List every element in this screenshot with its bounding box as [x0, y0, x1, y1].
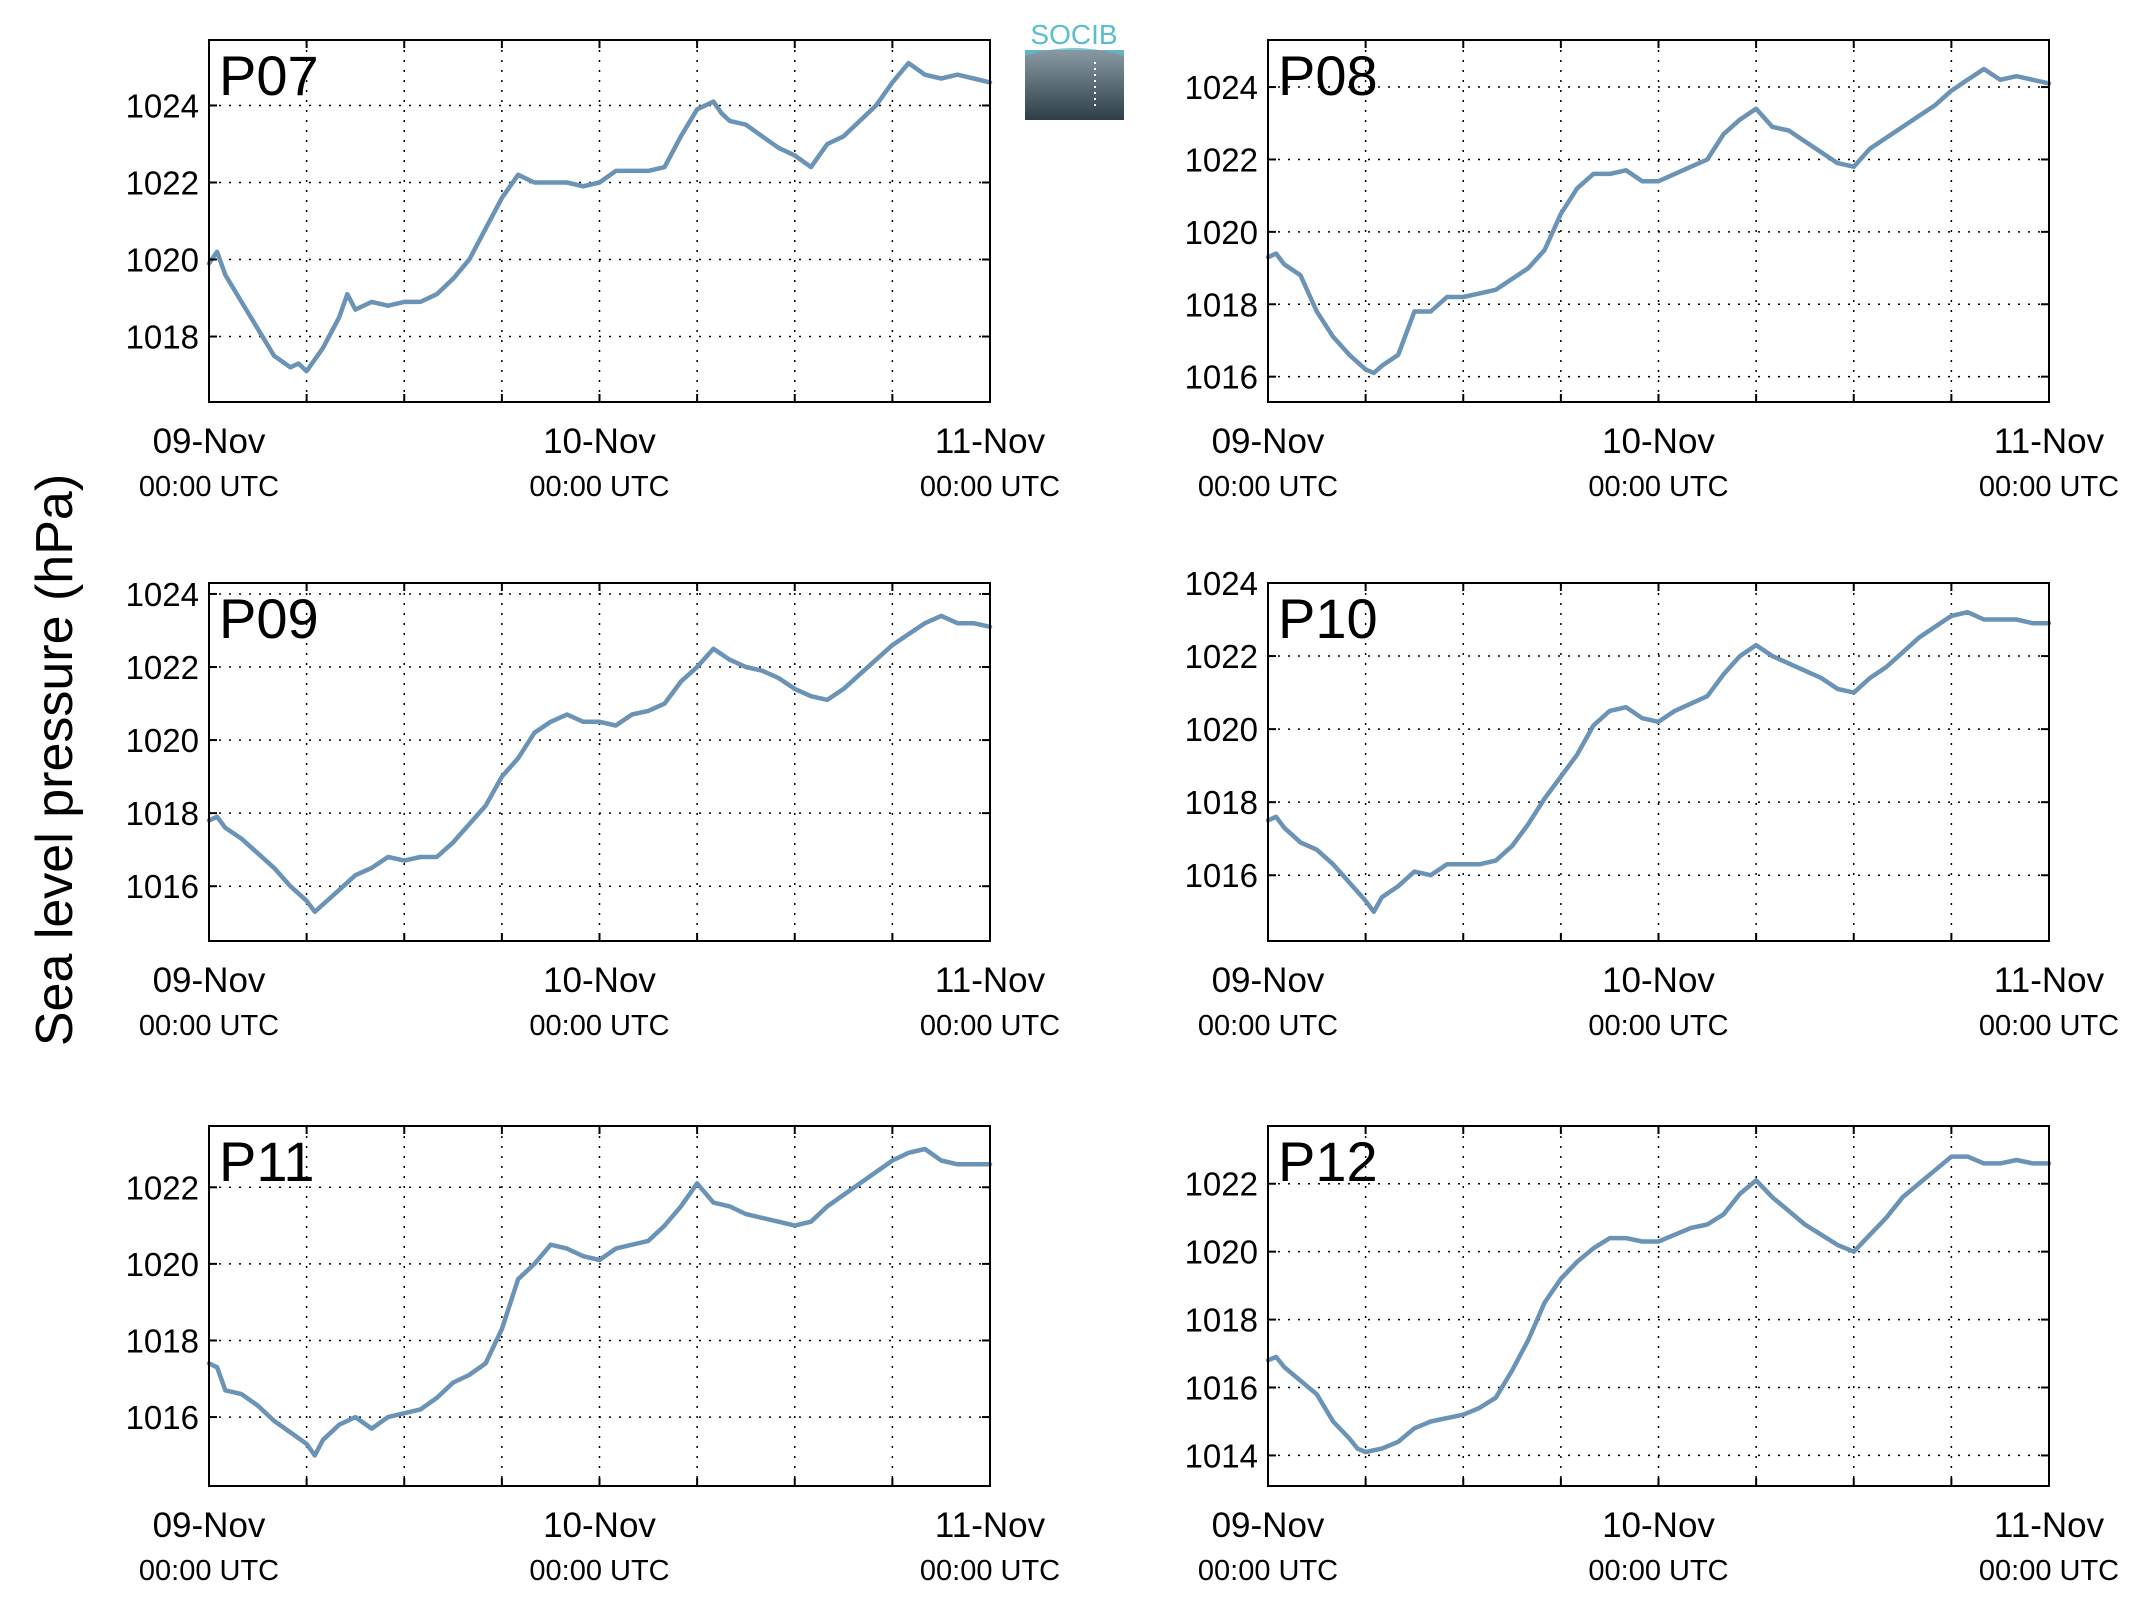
- y-tick-label: 1024: [1185, 565, 1258, 602]
- x-tick-label-time: 00:00 UTC: [1198, 1555, 1338, 1587]
- x-tick-label-time: 00:00 UTC: [1198, 471, 1338, 503]
- y-tick-label: 1014: [1185, 1437, 1258, 1474]
- x-tick-label-time: 00:00 UTC: [529, 1010, 669, 1042]
- y-tick-label: 1020: [1185, 711, 1258, 748]
- y-tick-label: 1022: [1185, 638, 1258, 675]
- series-line-p12: [1265, 1154, 2052, 1455]
- x-tick-label-date: 09-Nov: [1212, 1506, 1325, 1545]
- y-tick-label: 1018: [1185, 784, 1258, 821]
- y-tick-label: 1022: [126, 649, 199, 686]
- panel-p12: 1014 1016 1018 1020 1022 09-Nov 00:00 UTC 10-No…: [1185, 1125, 2119, 1587]
- panel-p09: 1016 1018 1020 1022 1024 09-Nov 00:00 UTC 10-No…: [126, 576, 1061, 1042]
- y-tick-label: 1016: [1185, 1370, 1258, 1407]
- panels: 1018 1020 1022 1024 09-Nov 00:00 UTC 10-Nov 00:…: [126, 39, 2120, 1587]
- x-tick-label-time: 00:00 UTC: [139, 1555, 279, 1587]
- socib-logo: SOCIB: [1025, 19, 1124, 120]
- x-tick-label-date: 11-Nov: [1994, 1506, 2105, 1545]
- x-tick-label-time: 00:00 UTC: [920, 471, 1060, 503]
- x-tick-label-date: 09-Nov: [1212, 422, 1325, 461]
- y-tick-label: 1020: [126, 722, 199, 759]
- y-tick-label: 1016: [126, 1399, 199, 1436]
- x-tick-label-time: 00:00 UTC: [529, 1555, 669, 1587]
- x-tick-label-time: 00:00 UTC: [920, 1010, 1060, 1042]
- y-tick-label: 1018: [126, 795, 199, 832]
- panel-p08: 1016 1018 1020 1022 1024 09-Nov 00:00 UTC 10-No…: [1185, 39, 2119, 503]
- y-tick-label: 1020: [1185, 1234, 1258, 1271]
- x-tick-label-date: 11-Nov: [935, 961, 1046, 1000]
- y-tick-label: 1016: [1185, 857, 1258, 894]
- y-tick-label: 1020: [126, 242, 199, 279]
- x-tick-label-date: 09-Nov: [153, 422, 266, 461]
- x-tick-label-time: 00:00 UTC: [1588, 471, 1728, 503]
- x-tick-label-date: 09-Nov: [153, 1506, 266, 1545]
- panel-label: P11: [219, 1130, 314, 1193]
- panel-label: P12: [1278, 1130, 1378, 1193]
- y-tick-label: 1018: [1185, 1302, 1258, 1339]
- y-tick-label: 1022: [126, 164, 199, 201]
- y-tick-label: 1018: [1185, 286, 1258, 323]
- x-tick-label-date: 10-Nov: [1602, 422, 1715, 461]
- logo-wave: [1025, 48, 1124, 56]
- x-tick-label-time: 00:00 UTC: [529, 471, 669, 503]
- x-tick-label-time: 00:00 UTC: [1588, 1555, 1728, 1587]
- y-tick-label: 1022: [1185, 141, 1258, 178]
- x-tick-label-date: 09-Nov: [153, 961, 266, 1000]
- panel-p11: 1016 1018 1020 1022 09-Nov 00:00 UTC 10-Nov 00:…: [126, 1125, 1060, 1587]
- axes-frame: [1267, 582, 2050, 942]
- panel-label: P08: [1278, 44, 1378, 107]
- y-tick-label: 1018: [126, 319, 199, 356]
- x-tick-label-date: 11-Nov: [1994, 422, 2105, 461]
- x-tick-label-time: 00:00 UTC: [1979, 471, 2119, 503]
- panel-label: P09: [219, 587, 319, 650]
- series-line-p07: [206, 60, 993, 374]
- y-tick-label: 1016: [126, 868, 199, 905]
- x-tick-label-date: 11-Nov: [935, 1506, 1046, 1545]
- x-tick-label-date: 10-Nov: [543, 1506, 656, 1545]
- x-tick-label-date: 10-Nov: [543, 961, 656, 1000]
- y-tick-label: 1024: [1185, 69, 1258, 106]
- panel-label: P07: [219, 44, 319, 107]
- panel-p10: 1016 1018 1020 1022 1024 09-Nov 00:00 UTC 10-No…: [1185, 565, 2120, 1042]
- series-line-p09: [206, 613, 993, 915]
- x-tick-label-time: 00:00 UTC: [1979, 1555, 2119, 1587]
- series-line-p08: [1265, 66, 2052, 376]
- y-tick-label: 1020: [126, 1246, 199, 1283]
- x-tick-label-time: 00:00 UTC: [920, 1555, 1060, 1587]
- y-tick-label: 1022: [1185, 1166, 1258, 1203]
- y-tick-label: 1022: [126, 1169, 199, 1206]
- panel-label: P10: [1278, 587, 1378, 650]
- y-tick-label: 1024: [126, 576, 199, 613]
- x-tick-label-date: 10-Nov: [543, 422, 656, 461]
- x-tick-label-time: 00:00 UTC: [1979, 1010, 2119, 1042]
- y-tick-label: 1018: [126, 1322, 199, 1359]
- axes-frame: [208, 582, 991, 942]
- x-tick-label-date: 10-Nov: [1602, 1506, 1715, 1545]
- x-tick-label-time: 00:00 UTC: [1588, 1010, 1728, 1042]
- x-tick-label-date: 10-Nov: [1602, 961, 1715, 1000]
- logo-text: SOCIB: [1030, 19, 1117, 50]
- x-tick-label-time: 00:00 UTC: [139, 1010, 279, 1042]
- series-line-p10: [1265, 609, 2052, 915]
- y-tick-label: 1020: [1185, 214, 1258, 251]
- y-tick-label: 1016: [1185, 359, 1258, 396]
- logo-block: [1025, 50, 1124, 120]
- y-axis-label: Sea level pressure (hPa): [26, 474, 84, 1046]
- x-tick-label-date: 11-Nov: [1994, 961, 2105, 1000]
- series-line-p11: [206, 1146, 993, 1458]
- y-tick-label: 1024: [126, 87, 199, 124]
- x-tick-label-time: 00:00 UTC: [1198, 1010, 1338, 1042]
- panel-p07: 1018 1020 1022 1024 09-Nov 00:00 UTC 10-Nov 00:…: [126, 39, 1060, 503]
- x-tick-label-date: 11-Nov: [935, 422, 1046, 461]
- x-tick-label-date: 09-Nov: [1212, 961, 1325, 1000]
- x-tick-label-time: 00:00 UTC: [139, 471, 279, 503]
